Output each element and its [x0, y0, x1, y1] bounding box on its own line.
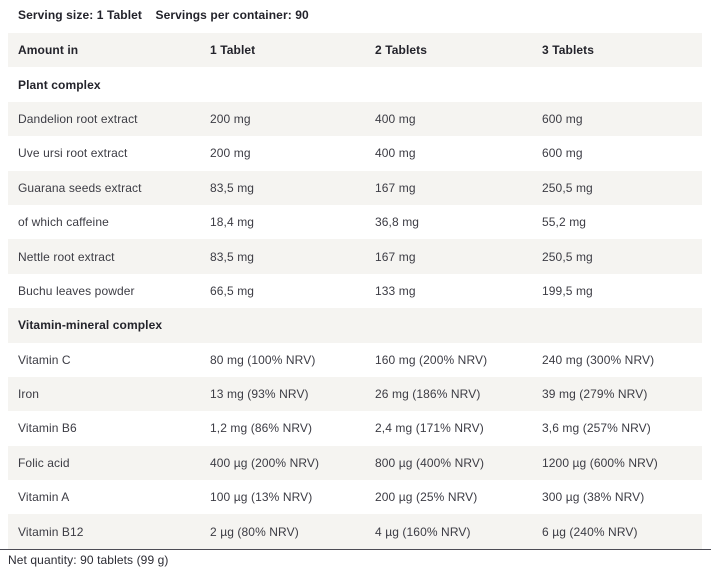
value-3-tablets: 600 mg: [542, 111, 583, 126]
table-header-row: Amount in 1 Tablet 2 Tablets 3 Tablets: [8, 33, 702, 68]
ingredient-name: Folic acid: [18, 455, 70, 470]
ingredient-name: Guarana seeds extract: [18, 180, 142, 195]
column-header-amount-in: Amount in: [18, 43, 79, 58]
value-1-tablet: 2 µg (80% NRV): [210, 524, 299, 539]
ingredient-name: Iron: [18, 387, 40, 402]
table-row: Buchu leaves powder 66,5 mg 133 mg 199,5…: [8, 274, 702, 308]
ingredient-name: Vitamin A: [18, 490, 70, 505]
value-3-tablets: 240 mg (300% NRV): [542, 352, 655, 367]
ingredient-name: Uve ursi root extract: [18, 146, 128, 161]
value-1-tablet: 1,2 mg (86% NRV): [210, 421, 313, 436]
ingredient-name: Vitamin C: [18, 352, 71, 367]
table-row: Iron 13 mg (93% NRV) 26 mg (186% NRV) 39…: [8, 376, 702, 412]
value-2-tablets: 133 mg: [375, 283, 416, 298]
value-3-tablets: 250,5 mg: [542, 180, 593, 195]
value-1-tablet: 80 mg (100% NRV): [210, 352, 316, 367]
value-1-tablet: 13 mg (93% NRV): [210, 387, 309, 402]
section-title: Plant complex: [18, 77, 101, 92]
table-row: Vitamin B12 2 µg (80% NRV) 4 µg (160% NR…: [8, 514, 702, 549]
value-2-tablets: 800 µg (400% NRV): [375, 455, 485, 470]
value-2-tablets: 2,4 mg (171% NRV): [375, 421, 484, 436]
table-row: Nettle root extract 83,5 mg 167 mg 250,5…: [8, 239, 702, 274]
table-row: Vitamin B6 1,2 mg (86% NRV) 2,4 mg (171%…: [8, 411, 702, 445]
bottom-divider: [0, 549, 711, 550]
value-2-tablets: 167 mg: [375, 249, 416, 264]
table-row: of which caffeine 18,4 mg 36,8 mg 55,2 m…: [8, 205, 702, 239]
value-1-tablet: 100 µg (13% NRV): [210, 490, 313, 505]
value-1-tablet: 83,5 mg: [210, 249, 255, 264]
serving-size-text: Serving size: 1 Tablet: [18, 8, 143, 22]
value-2-tablets: 167 mg: [375, 180, 416, 195]
section-header-plant-complex: Plant complex: [8, 67, 702, 101]
value-1-tablet: 200 mg: [210, 146, 251, 161]
value-2-tablets: 400 mg: [375, 146, 416, 161]
servings-per-container-text: Servings per container: 90: [155, 8, 309, 22]
value-3-tablets: 250,5 mg: [542, 249, 593, 264]
value-3-tablets: 6 µg (240% NRV): [542, 524, 638, 539]
value-2-tablets: 400 mg: [375, 111, 416, 126]
value-2-tablets: 160 mg (200% NRV): [375, 352, 488, 367]
column-header-2-tablets: 2 Tablets: [375, 43, 428, 58]
value-3-tablets: 39 mg (279% NRV): [542, 387, 648, 402]
table-row: Vitamin C 80 mg (100% NRV) 160 mg (200% …: [8, 343, 702, 377]
table-row: Dandelion root extract 200 mg 400 mg 600…: [8, 101, 702, 137]
serving-info: Serving size: 1 Tablet Servings per cont…: [18, 8, 309, 22]
table-row: Uve ursi root extract 200 mg 400 mg 600 …: [8, 136, 702, 170]
nutrition-table: Amount in 1 Tablet 2 Tablets 3 Tablets P…: [8, 33, 702, 549]
net-quantity-text: Net quantity: 90 tablets (99 g): [8, 553, 169, 567]
section-header-vitamin-mineral-complex: Vitamin-mineral complex: [8, 308, 702, 343]
table-row: Guarana seeds extract 83,5 mg 167 mg 250…: [8, 170, 702, 205]
value-1-tablet: 400 µg (200% NRV): [210, 455, 320, 470]
value-2-tablets: 36,8 mg: [375, 215, 420, 230]
value-3-tablets: 300 µg (38% NRV): [542, 490, 645, 505]
section-title: Vitamin-mineral complex: [18, 318, 163, 333]
value-3-tablets: 1200 µg (600% NRV): [542, 455, 658, 470]
table-row: Folic acid 400 µg (200% NRV) 800 µg (400…: [8, 445, 702, 481]
value-1-tablet: 83,5 mg: [210, 180, 255, 195]
column-header-1-tablet: 1 Tablet: [210, 43, 256, 58]
value-2-tablets: 4 µg (160% NRV): [375, 524, 471, 539]
table-row: Vitamin A 100 µg (13% NRV) 200 µg (25% N…: [8, 480, 702, 514]
ingredient-name: Dandelion root extract: [18, 111, 138, 126]
column-header-3-tablets: 3 Tablets: [542, 43, 595, 58]
value-2-tablets: 200 µg (25% NRV): [375, 490, 478, 505]
ingredient-name: Vitamin B6: [18, 421, 77, 436]
value-1-tablet: 18,4 mg: [210, 215, 255, 230]
ingredient-name: Buchu leaves powder: [18, 283, 135, 298]
ingredient-name: Vitamin B12: [18, 524, 84, 539]
value-1-tablet: 200 mg: [210, 111, 251, 126]
ingredient-name: Nettle root extract: [18, 249, 115, 264]
value-3-tablets: 199,5 mg: [542, 283, 593, 298]
ingredient-name: of which caffeine: [18, 215, 109, 230]
value-1-tablet: 66,5 mg: [210, 283, 255, 298]
value-3-tablets: 3,6 mg (257% NRV): [542, 421, 651, 436]
value-3-tablets: 55,2 mg: [542, 215, 587, 230]
value-2-tablets: 26 mg (186% NRV): [375, 387, 481, 402]
value-3-tablets: 600 mg: [542, 146, 583, 161]
